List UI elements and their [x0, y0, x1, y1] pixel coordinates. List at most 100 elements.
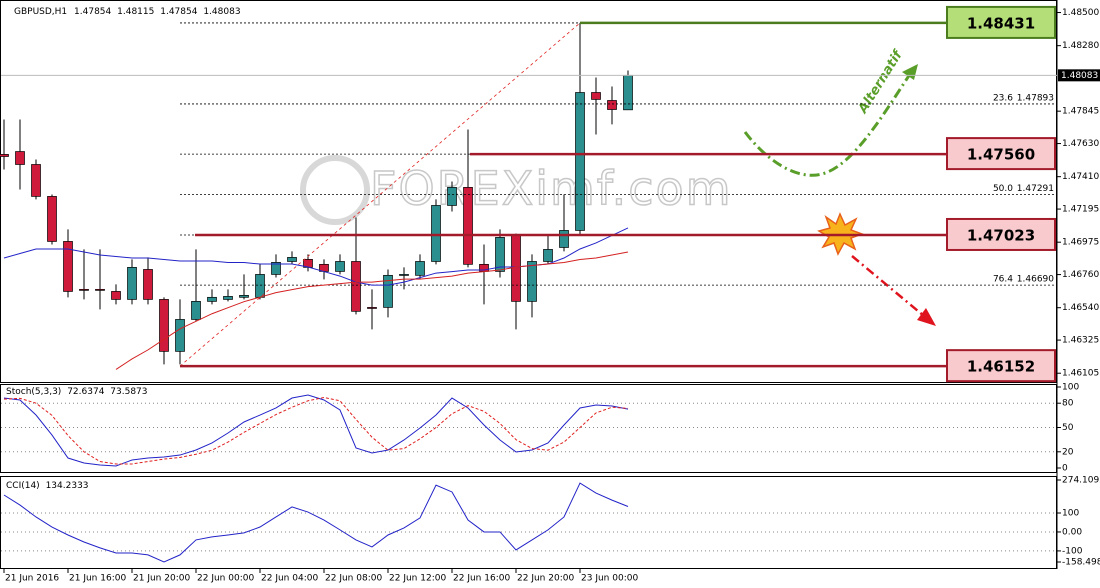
candle-body: [15, 151, 25, 165]
candle-body: [95, 288, 105, 291]
candle-body: [79, 288, 89, 291]
candle-body: [127, 266, 137, 300]
cci-value: 134.2333: [46, 481, 89, 491]
y-tick-label: 100: [1062, 509, 1079, 519]
candles: [0, 22, 633, 365]
y-tick-label: -158.4988: [1062, 558, 1100, 568]
level-box: [946, 5, 1056, 39]
candle-body: [287, 257, 297, 262]
candle-body: [111, 291, 121, 300]
breakdown-arrow: [851, 255, 925, 317]
candle-body: [207, 296, 217, 302]
watermark: FOREXimf.com: [300, 155, 733, 225]
candle-body: [447, 187, 457, 206]
candle-body: [463, 187, 473, 265]
candle-body: [383, 274, 393, 308]
candle-body: [559, 230, 569, 248]
level-label: 1.46152: [967, 358, 1035, 376]
candle-body: [607, 100, 617, 110]
y-tick-label: 1.47195: [1062, 205, 1099, 215]
y-tick-label: 1.47630: [1062, 139, 1099, 149]
candle-body: [47, 196, 57, 242]
y-tick-label: 50: [1062, 423, 1074, 433]
y-tick-label: 274.1092: [1062, 476, 1100, 486]
candle-body: [495, 237, 505, 272]
candle-body: [399, 274, 409, 276]
fib-price: 1.46690: [1017, 275, 1054, 285]
x-tick-label: 22 Jun 08:00: [325, 574, 382, 584]
candle-body: [239, 295, 249, 298]
level-box: [946, 349, 1056, 383]
x-tick-label: 21 Jun 2016: [5, 574, 59, 584]
y-tick-label: 1.46325: [1062, 336, 1099, 346]
x-tick-label: 22 Jun 12:00: [389, 574, 446, 584]
current-price-box: [1058, 69, 1100, 82]
level-label: 1.47560: [967, 146, 1035, 164]
stoch-title: Stoch(5,3,3): [6, 387, 61, 397]
candle-body: [575, 92, 585, 231]
x-tick-label: 22 Jun 00:00: [197, 574, 254, 584]
candle-body: [0, 154, 9, 157]
x-tick-label: 23 Jun 00:00: [581, 574, 638, 584]
candle-body: [415, 261, 425, 276]
indicator-line: [115, 251, 629, 370]
x-tick-label: 21 Jun 16:00: [69, 574, 126, 584]
level-label: 1.47023: [967, 226, 1035, 244]
y-tick-label: 1.46540: [1062, 303, 1099, 313]
y-tick-label: 1.46975: [1062, 238, 1099, 248]
y-tick-label: 20: [1062, 447, 1074, 457]
candle-body: [527, 261, 537, 302]
candle-body: [511, 235, 521, 302]
candle-body: [351, 261, 361, 312]
level-box: [946, 217, 1056, 251]
alternative-arrowhead: [902, 64, 918, 80]
cci-title: CCI(14): [6, 481, 40, 491]
watermark-text: FOREXimf.com: [370, 162, 733, 216]
y-tick-label: 80: [1062, 399, 1074, 409]
alternative-arrow: [743, 73, 912, 177]
level-label: 1.48431: [967, 14, 1035, 32]
high-value: 1.48115: [117, 7, 154, 17]
fib-ratio: 23.6: [993, 93, 1013, 103]
candle-body: [543, 249, 553, 262]
stoch-main-value: 72.6374: [67, 387, 104, 397]
candle-body: [143, 269, 153, 300]
y-tick-label: 0: [1062, 464, 1068, 474]
y-tick-label: 1.46760: [1062, 270, 1099, 280]
x-tick-label: 21 Jun 20:00: [133, 574, 190, 584]
candle-body: [367, 307, 377, 309]
main-header: GBPUSD,H1 1.47854 1.48115 1.47854 1.4808…: [14, 7, 241, 17]
x-tick-label: 22 Jun 04:00: [261, 574, 318, 584]
candle-body: [63, 241, 73, 292]
candle-body: [175, 319, 185, 352]
candle-body: [31, 164, 41, 197]
fib-trend-line: [179, 22, 581, 367]
breakdown-arrowhead: [917, 308, 936, 326]
indicator-line: [3, 394, 629, 467]
candle-body: [431, 205, 441, 262]
candle-body: [271, 262, 281, 275]
indicator-line: [3, 482, 629, 563]
cci-header: CCI(14) 134.2333: [6, 481, 89, 491]
candle-body: [191, 301, 201, 320]
y-tick-label: 1.48280: [1062, 41, 1099, 51]
close-value: 1.48083: [203, 7, 240, 17]
open-value: 1.47854: [74, 7, 111, 17]
y-tick-label: 1.47845: [1062, 107, 1099, 117]
candle-body: [255, 274, 265, 298]
stoch-header: Stoch(5,3,3) 72.6374 73.5873: [6, 387, 148, 397]
low-value: 1.47854: [160, 7, 197, 17]
candle-body: [623, 74, 633, 111]
current-price-label: 1.48083: [1061, 71, 1098, 81]
indicator-line: [3, 397, 629, 465]
y-tick-label: 1.47410: [1062, 172, 1099, 182]
y-tick-label: 1.46105: [1062, 369, 1099, 379]
y-tick-label: -100: [1062, 546, 1083, 556]
y-tick-label: 0.00: [1062, 527, 1082, 537]
x-tick-label: 22 Jun 20:00: [517, 574, 574, 584]
watermark-logo: [300, 155, 370, 225]
y-tick-label: 1.48500: [1062, 8, 1099, 18]
candle-body: [223, 296, 233, 300]
